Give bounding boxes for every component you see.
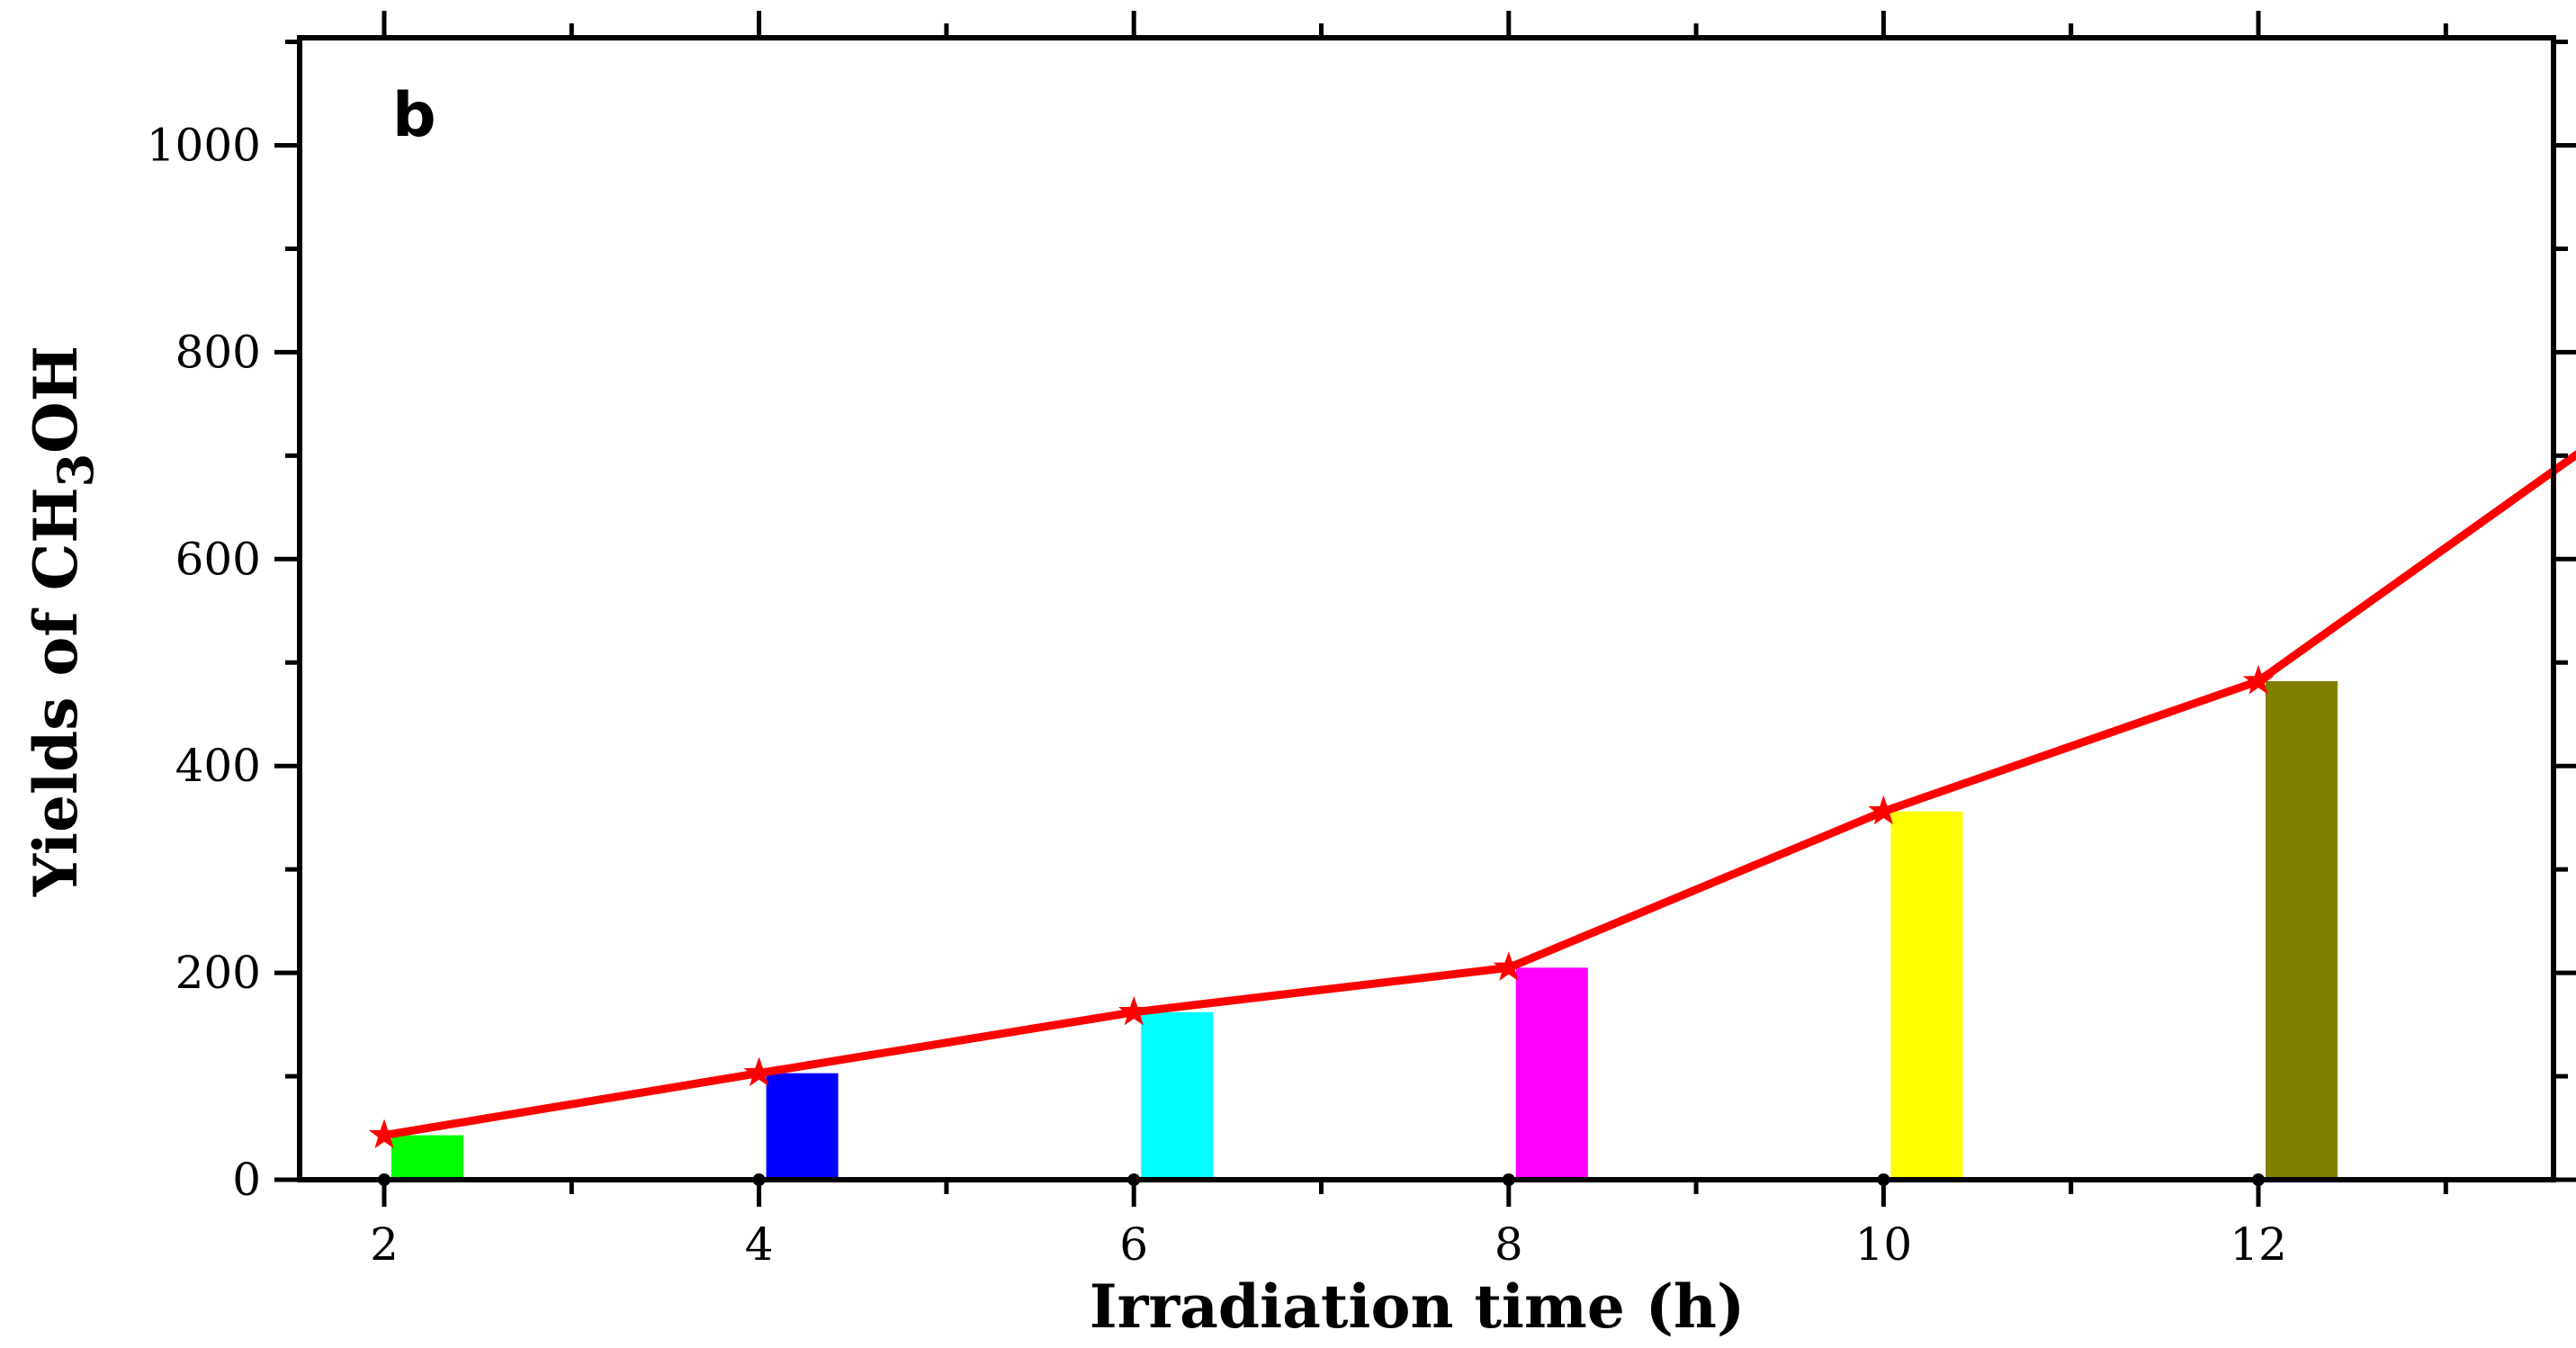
panel-label: b <box>392 80 436 151</box>
y-tick-label-1000: 1000 <box>147 120 261 172</box>
bar-4h <box>766 1073 839 1180</box>
bar-8h <box>1515 967 1588 1180</box>
x-tick-label-6: 6 <box>1119 1218 1148 1271</box>
y-tick-label-400: 400 <box>175 740 261 792</box>
bar-6h <box>1141 1011 1214 1180</box>
bars-layer <box>391 680 2338 1180</box>
y-tick-label-600: 600 <box>175 533 261 585</box>
y-axis-title-suffix: OH <box>21 346 91 454</box>
x-tick-label-10: 10 <box>1855 1218 1913 1271</box>
x-tick-label-2: 2 <box>370 1218 399 1271</box>
line-point-8h <box>1493 951 1525 981</box>
line-point-2h <box>368 1119 400 1149</box>
line-point-4h <box>743 1056 775 1087</box>
line-point-6h <box>1117 995 1150 1026</box>
y-axis-title-main: Yields of CH <box>21 487 91 897</box>
x-tick-label-4: 4 <box>745 1218 774 1271</box>
y-tick-label-0: 0 <box>232 1154 261 1206</box>
x-tick-label-8: 8 <box>1494 1218 1523 1271</box>
y-tick-label-200: 200 <box>175 947 261 999</box>
line-point-10h <box>1868 795 1899 825</box>
y-tick-label-800: 800 <box>175 326 261 378</box>
y-axis-title: Yields of CH3OH <box>21 346 104 897</box>
bar-10h <box>1890 811 1963 1180</box>
line-point-12h <box>2242 664 2275 695</box>
x-axis-title: Irradiation time (h) <box>1090 1272 1746 1342</box>
bar-2h <box>391 1135 463 1180</box>
ticks-layer: 2468101214161820222402004006008001000 <box>147 11 2576 1271</box>
yield-line <box>383 450 2576 1140</box>
y-axis-title-subscript: 3 <box>47 454 104 488</box>
bar-12h <box>2266 680 2338 1180</box>
axes-layer <box>297 35 2556 1182</box>
plot-frame <box>297 35 2556 1182</box>
line-layer <box>368 450 2576 1149</box>
x-tick-label-12: 12 <box>2230 1218 2287 1271</box>
